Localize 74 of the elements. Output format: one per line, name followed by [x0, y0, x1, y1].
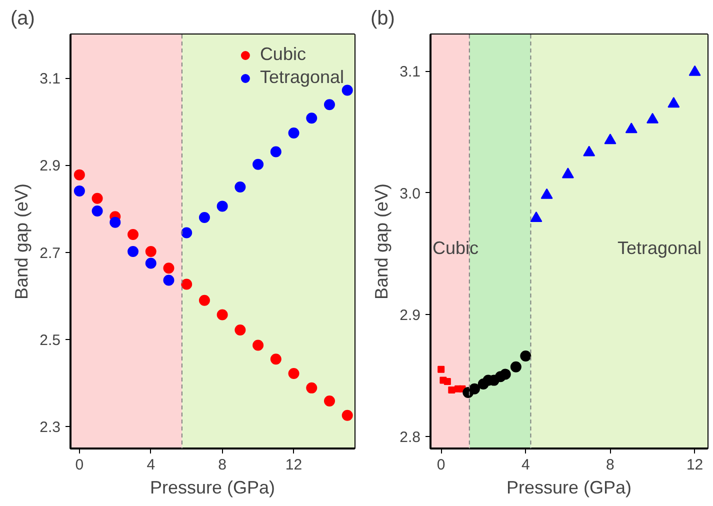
x-tick-label: 8: [606, 456, 614, 474]
annotation: Tetragonal: [617, 238, 702, 258]
point: [540, 188, 553, 199]
point: [252, 340, 264, 351]
y-tick-label: 2.8: [400, 428, 421, 446]
point: [252, 158, 264, 170]
x-axis-title: Pressure (GPa): [506, 478, 632, 498]
point: [468, 383, 480, 394]
point: [216, 200, 228, 212]
point: [342, 410, 353, 421]
point: [306, 112, 318, 124]
y-tick-label: 2.5: [40, 332, 61, 350]
x-tick-label: 0: [436, 456, 446, 474]
y-tick-label: 2.3: [40, 419, 61, 436]
point: [324, 99, 335, 110]
point: [448, 386, 456, 394]
point: [270, 146, 282, 158]
x-tick-label: 4: [146, 456, 156, 474]
y-tick-label: 2.9: [400, 307, 421, 324]
point: [688, 65, 701, 76]
point: [324, 396, 335, 406]
point: [438, 366, 445, 373]
point: [288, 368, 300, 380]
x-tick-label: 0: [75, 456, 84, 474]
point: [288, 128, 300, 138]
point: [92, 206, 103, 216]
point: [583, 146, 596, 156]
point: [163, 274, 174, 286]
point: [198, 212, 210, 224]
annotation: Cubic: [432, 238, 479, 258]
x-tick-label: 4: [521, 456, 530, 474]
point: [500, 368, 511, 380]
y-tick-label: 2.9: [40, 158, 61, 175]
point: [520, 350, 532, 362]
point: [128, 229, 139, 240]
x-tick-label: 12: [285, 456, 302, 474]
point: [270, 354, 282, 365]
y-tick-label: 3.1: [40, 70, 61, 88]
point: [92, 192, 103, 204]
point: [74, 185, 85, 196]
x-tick-label: 8: [218, 456, 226, 474]
chart-title: (a): [10, 8, 35, 30]
y-tick-label: 3.1: [400, 64, 421, 81]
point: [342, 84, 353, 96]
point: [306, 382, 318, 394]
point: [216, 309, 228, 320]
point: [444, 378, 451, 386]
point: [604, 134, 616, 144]
y-axis-title: Band gap (eV): [12, 183, 32, 300]
y-tick-label: 2.7: [40, 244, 61, 262]
x-axis-title: Pressure (GPa): [150, 478, 276, 498]
point: [74, 169, 85, 180]
point: [163, 262, 174, 274]
point: [181, 278, 192, 290]
point: [646, 112, 659, 124]
point: [625, 122, 638, 134]
y-tick-label: 3.0: [400, 185, 421, 202]
point: [145, 258, 156, 269]
point: [128, 246, 139, 258]
point: [668, 97, 680, 108]
point: [110, 216, 121, 228]
point: [145, 246, 156, 258]
legend-label: Cubic: [260, 44, 306, 65]
point: [234, 324, 246, 336]
point: [562, 168, 574, 178]
point: [234, 182, 246, 193]
y-axis-title: Band gap (eV): [372, 183, 392, 300]
point: [181, 227, 192, 238]
point: [510, 361, 522, 372]
point: [198, 294, 210, 306]
chart-title: (b): [370, 8, 395, 30]
x-tick-label: 12: [686, 456, 704, 474]
legend-label: Tetragonal: [260, 67, 344, 88]
point: [530, 212, 542, 222]
